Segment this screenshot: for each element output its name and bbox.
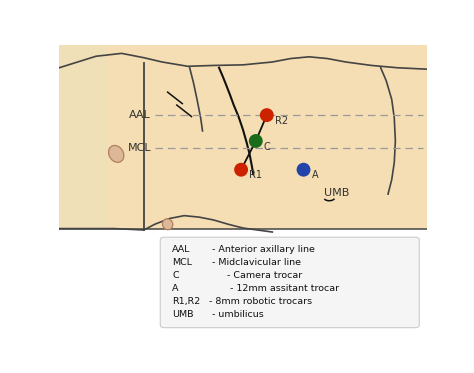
Text: C: C <box>172 271 179 280</box>
Text: MCL: MCL <box>172 258 192 267</box>
Point <box>263 112 271 118</box>
Text: R1: R1 <box>249 170 262 181</box>
Point <box>252 138 260 144</box>
Polygon shape <box>59 45 427 229</box>
Ellipse shape <box>163 219 173 230</box>
Text: C: C <box>264 142 271 152</box>
Text: - 12mm assitant trocar: - 12mm assitant trocar <box>206 284 339 293</box>
Point <box>300 167 307 173</box>
Text: - Camera trocar: - Camera trocar <box>206 271 302 280</box>
Text: - Midclavicular line: - Midclavicular line <box>206 258 301 267</box>
Text: A: A <box>172 284 179 293</box>
Text: AAL: AAL <box>172 245 191 254</box>
Text: MCL: MCL <box>128 143 151 153</box>
FancyBboxPatch shape <box>160 237 419 327</box>
Text: R2: R2 <box>275 116 288 126</box>
Text: UMB: UMB <box>172 310 193 319</box>
Text: R1,R2: R1,R2 <box>172 297 201 306</box>
Ellipse shape <box>109 145 124 162</box>
Text: AAL: AAL <box>129 110 151 120</box>
Point <box>237 167 245 173</box>
Text: - umbilicus: - umbilicus <box>206 310 264 319</box>
Text: - Anterior axillary line: - Anterior axillary line <box>206 245 315 254</box>
Text: A: A <box>311 170 318 181</box>
Text: - 8mm robotic trocars: - 8mm robotic trocars <box>206 297 312 306</box>
Polygon shape <box>59 45 107 229</box>
Text: UMB: UMB <box>324 188 349 198</box>
